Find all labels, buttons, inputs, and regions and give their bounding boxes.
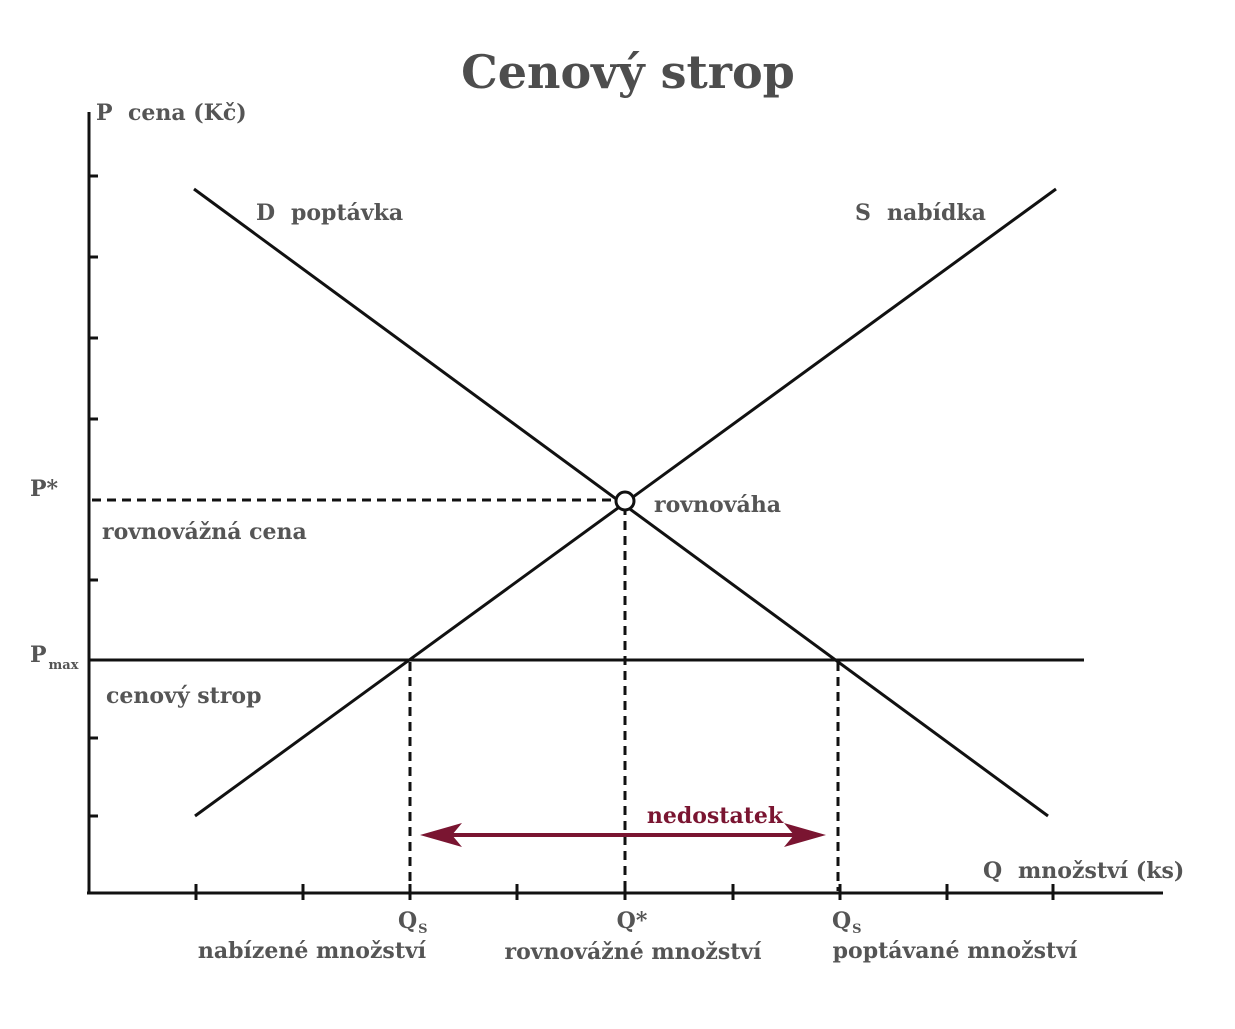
quantity-demanded-label: poptávané množství: [833, 938, 1078, 964]
demand-label: poptávka: [291, 200, 403, 226]
price-ceiling-label: cenový strop: [106, 683, 261, 709]
shortage-arrow-left-head: [420, 823, 462, 847]
supply-symbol: S: [855, 200, 871, 226]
x-axis-ticks: [194, 884, 1055, 900]
price-ceiling-symbol-main: P: [30, 642, 47, 668]
quantity-demanded-symbol-main: Q: [832, 908, 851, 934]
x-axis-symbol: Q: [983, 858, 1002, 884]
demand-symbol: D: [256, 200, 275, 226]
quantity-demanded-subscript: S: [852, 922, 861, 937]
quantity-supplied-symbol: QS: [398, 908, 428, 937]
y-axis-symbol: P: [96, 100, 113, 126]
equilibrium-label: rovnováha: [654, 492, 781, 518]
quantity-supplied-label: nabízené množství: [198, 938, 427, 964]
quantity-supplied-symbol-main: Q: [398, 908, 417, 934]
shortage-label: nedostatek: [647, 803, 784, 829]
price-ceiling-subscript: max: [49, 658, 79, 673]
shortage-arrow-right-head: [784, 823, 826, 847]
equilibrium-price-label: rovnovážná cena: [102, 519, 307, 545]
equilibrium-quantity-label: rovnovážné množství: [504, 939, 762, 965]
diagram-title: Cenový strop: [461, 45, 795, 99]
quantity-demanded-symbol: QS: [832, 908, 862, 937]
equilibrium-quantity-symbol: Q*: [617, 908, 648, 934]
dashed-guides: [92, 498, 840, 891]
y-axis-ticks: [89, 174, 98, 818]
x-axis-label: množství (ks): [1018, 858, 1184, 884]
equilibrium-price-symbol: P*: [30, 476, 59, 502]
y-axis-label: cena (Kč): [128, 100, 247, 126]
quantity-supplied-subscript: S: [418, 922, 427, 937]
equilibrium-point: [614, 490, 636, 512]
supply-label: nabídka: [887, 200, 986, 226]
shortage-arrow: [420, 823, 826, 847]
